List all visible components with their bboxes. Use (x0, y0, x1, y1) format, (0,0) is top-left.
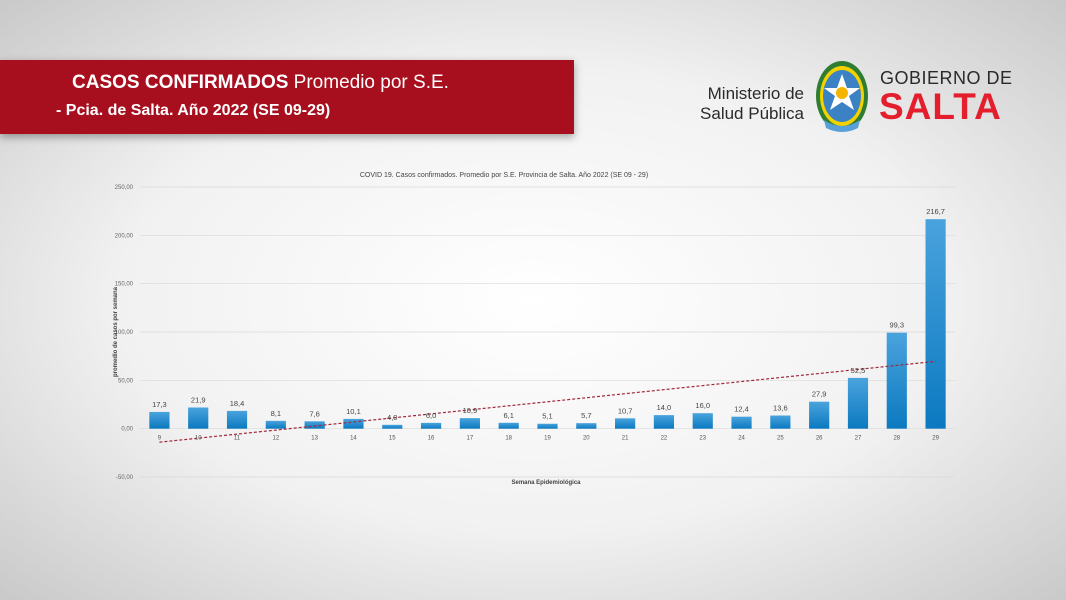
y-tick-label: 200,00 (115, 233, 134, 239)
y-tick-label: -50,00 (116, 475, 134, 481)
x-tick-label: 16 (428, 436, 435, 442)
x-axis-title: Semana Epidemiológica (511, 480, 581, 486)
x-tick-label: 20 (583, 436, 590, 442)
chart-gridlines (140, 186, 955, 478)
chart-labels: 250,00 200,00 150,00 100,00 50,00 0,00 -50,00 1… (115, 185, 945, 481)
bar (886, 332, 907, 429)
data-label: 52,5 (851, 366, 866, 375)
data-label: 18,4 (230, 399, 245, 408)
x-tick-label: 18 (505, 436, 512, 442)
x-tick-label: 23 (699, 436, 706, 442)
data-label: 10,7 (618, 406, 633, 415)
page-title: CASOS CONFIRMADOS Promedio por S.E. (72, 72, 449, 94)
x-tick-label: 22 (661, 436, 668, 442)
ministry-line1: Ministerio de (707, 84, 804, 103)
bar (692, 413, 713, 429)
bar (382, 424, 403, 429)
page-title-rest: Promedio por S.E. (288, 72, 449, 93)
title-banner: CASOS CONFIRMADOS Promedio por S.E. - Pc… (0, 60, 574, 134)
bar (188, 407, 209, 429)
data-label: 10,1 (346, 407, 361, 416)
bar (498, 422, 519, 429)
y-axis-title: promedio de casos por semana (113, 286, 119, 377)
salta-emblem-icon (816, 61, 868, 132)
data-label: 99,3 (889, 321, 904, 330)
data-label: 14,0 (657, 403, 672, 412)
x-tick-label: 26 (816, 436, 823, 442)
data-label: 10,9 (463, 406, 478, 415)
bar (459, 418, 480, 429)
x-tick-label: 21 (622, 436, 629, 442)
x-tick-label: 17 (467, 436, 474, 442)
page-subtitle: - Pcia. de Salta. Año 2022 (SE 09-29) (56, 102, 331, 119)
data-label: 21,9 (191, 395, 206, 404)
x-tick-label: 11 (234, 436, 241, 442)
data-label: 5,7 (581, 411, 591, 420)
x-tick-label: 27 (855, 436, 862, 442)
data-label: 12,4 (734, 405, 749, 414)
x-tick-label: 12 (272, 436, 279, 442)
bar (615, 418, 636, 429)
chart-title: COVID 19. Casos confirmados. Promedio po… (360, 172, 648, 179)
y-tick-label: 0,00 (121, 427, 133, 433)
bar (770, 415, 791, 429)
data-label: 4,0 (387, 413, 397, 422)
gov-name: SALTA (879, 86, 1002, 127)
x-tick-label: 13 (311, 436, 318, 442)
data-label: 16,0 (695, 401, 710, 410)
y-tick-label: 100,00 (115, 330, 134, 336)
trendline (159, 360, 936, 443)
y-tick-label: 250,00 (115, 185, 134, 191)
page-title-bold: CASOS CONFIRMADOS (72, 72, 289, 93)
bar (576, 423, 597, 429)
data-label: 216,7 (926, 207, 945, 216)
x-tick-label: 28 (893, 436, 900, 442)
x-tick-label: 9 (158, 436, 162, 442)
data-label: 6,1 (503, 411, 513, 420)
ministry-name: Ministerio de Salud Pública (680, 84, 804, 124)
bar (653, 415, 675, 429)
bar (731, 416, 752, 429)
bar (925, 219, 946, 429)
x-tick-label: 10 (195, 436, 202, 442)
x-tick-label: 14 (350, 436, 357, 442)
gov-line: GOBIERNO DE (880, 68, 1013, 88)
bar (343, 418, 364, 429)
y-tick-label: 50,00 (118, 378, 134, 384)
bar (265, 420, 286, 429)
x-tick-label: 15 (389, 436, 396, 442)
x-tick-label: 25 (777, 436, 784, 442)
data-label: 13,6 (773, 404, 788, 413)
bar (809, 401, 830, 429)
data-label: 17,3 (152, 400, 167, 409)
bar (537, 423, 558, 429)
bar (847, 377, 869, 429)
bar (226, 410, 248, 429)
bar (149, 411, 170, 429)
data-label: 8,1 (271, 409, 281, 418)
data-label: 7,6 (309, 409, 319, 418)
bar (420, 422, 442, 429)
bar (304, 421, 325, 429)
government-logo: Ministerio de Salud Pública GOBIERNO DE … (680, 58, 1030, 142)
chart-trendline (159, 360, 936, 443)
x-tick-label: 29 (932, 436, 939, 442)
ministry-line2: Salud Pública (700, 104, 804, 123)
x-tick-label: 24 (738, 436, 745, 442)
chart-bars (149, 219, 946, 429)
data-label: 5,1 (542, 412, 552, 421)
y-tick-label: 150,00 (115, 282, 134, 288)
data-label: 27,9 (812, 390, 827, 399)
x-tick-label: 19 (544, 436, 551, 442)
data-label: 6,0 (426, 411, 436, 420)
